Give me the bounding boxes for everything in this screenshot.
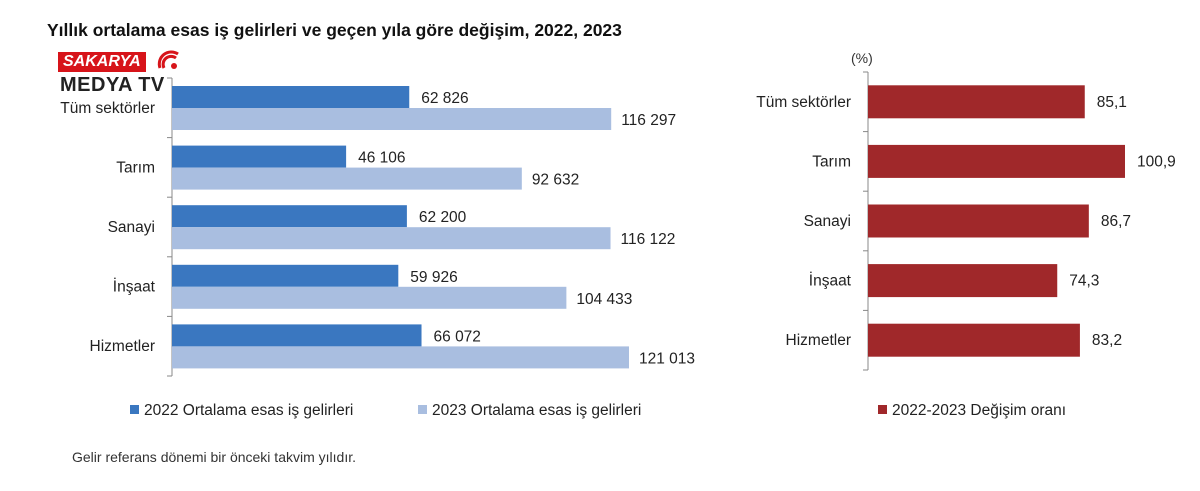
bar-2022-value-label: 62 200: [419, 209, 467, 226]
bar-change-value-label: 100,9: [1137, 153, 1176, 170]
legend-swatch-2023: [418, 405, 427, 414]
bar-2022-value-label: 59 926: [410, 269, 457, 286]
bar-2023: [172, 108, 612, 130]
bar-2022: [172, 324, 422, 347]
logo-text-top: SAKARYA: [58, 52, 146, 72]
bar-change-value-label: 74,3: [1069, 273, 1099, 290]
broadcast-icon: [157, 50, 179, 69]
bar-2023-value-label: 104 433: [576, 291, 632, 308]
left-category-label: Hizmetler: [90, 338, 155, 355]
bar-change: [868, 144, 1125, 178]
change-chart-unit: (%): [851, 50, 873, 66]
legend-label-2022: 2022 Ortalama esas iş gelirleri: [144, 402, 354, 419]
bar-change: [868, 323, 1080, 357]
legend-label-2023: 2023 Ortalama esas iş gelirleri: [432, 402, 642, 419]
bar-2023: [172, 167, 522, 190]
bar-change-value-label: 86,7: [1101, 213, 1131, 230]
bar-change-value-label: 85,1: [1097, 94, 1127, 111]
bar-2023: [172, 227, 611, 250]
bar-2022-value-label: 66 072: [434, 328, 481, 345]
bar-2023: [172, 286, 567, 309]
brand-logo: SAKARYA MEDYA TV: [58, 44, 198, 99]
right-category-label: Tarım: [812, 153, 851, 170]
legend-swatch-change: [878, 405, 887, 414]
left-category-label: Tarım: [116, 159, 155, 176]
legend-2022: 2022 Ortalama esas iş gelirleri: [130, 402, 353, 420]
bar-2022: [172, 145, 347, 168]
footnote: Gelir referans dönemi bir önceki takvim …: [72, 449, 356, 465]
bar-2023-value-label: 116 297: [621, 112, 676, 129]
left-category-label: Sanayi: [108, 219, 155, 236]
legend-2023: 2023 Ortalama esas iş gelirleri: [418, 402, 641, 420]
legend-swatch-2022: [130, 405, 139, 414]
legend-label-change: 2022-2023 Değişim oranı: [892, 402, 1067, 419]
bar-2023-value-label: 121 013: [639, 350, 695, 367]
bar-change-value-label: 83,2: [1092, 332, 1122, 349]
left-category-label: Tüm sektörler: [60, 100, 155, 117]
bar-2022: [172, 264, 399, 287]
left-category-label: İnşaat: [113, 278, 156, 296]
legend-change: 2022-2023 Değişim oranı: [878, 402, 1066, 420]
bar-2022-value-label: 62 826: [421, 90, 468, 107]
chart-title: Yıllık ortalama esas iş gelirleri ve geç…: [47, 20, 622, 40]
logo-text-bottom: MEDYA TV: [60, 74, 165, 96]
right-category-label: İnşaat: [809, 272, 852, 290]
bar-2023: [172, 346, 629, 369]
bar-change: [868, 85, 1085, 119]
bar-2022: [172, 205, 407, 228]
bar-change: [868, 204, 1089, 238]
bar-2022: [172, 86, 410, 108]
right-category-label: Sanayi: [804, 213, 851, 230]
right-category-label: Tüm sektörler: [756, 94, 851, 111]
bar-change: [868, 264, 1058, 298]
bar-2022-value-label: 46 106: [358, 150, 405, 167]
bar-2023-value-label: 92 632: [532, 172, 579, 189]
bar-2023-value-label: 116 122: [621, 231, 676, 248]
right-category-label: Hizmetler: [786, 332, 851, 349]
